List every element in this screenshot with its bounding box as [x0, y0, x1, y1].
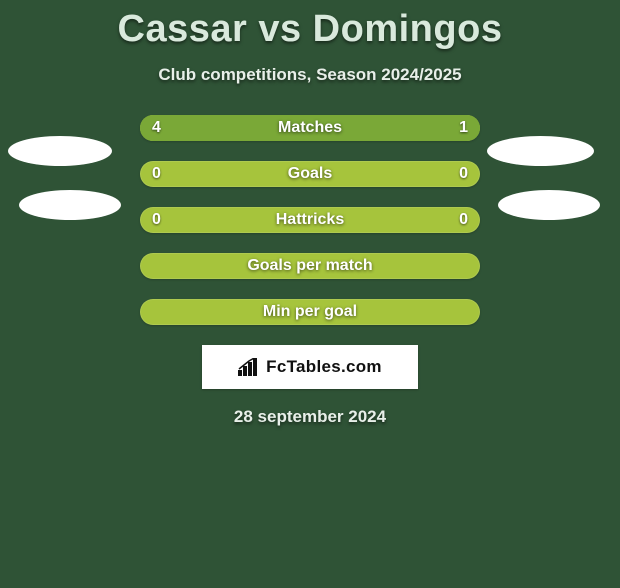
stat-label: Goals	[140, 161, 480, 187]
comparison-chart: 41Matches 00Goals 00Hattricks Goals per mat…	[0, 115, 620, 427]
stat-label: Min per goal	[140, 299, 480, 325]
avatar-placeholder-left-1	[8, 136, 112, 166]
bar-chart-icon	[238, 358, 260, 376]
source-badge-text: FcTables.com	[266, 357, 382, 377]
source-badge: FcTables.com	[202, 345, 418, 389]
stat-label: Goals per match	[140, 253, 480, 279]
stat-row: 00Hattricks	[140, 207, 480, 233]
avatar-placeholder-right-2	[498, 190, 600, 220]
date-text: 28 september 2024	[0, 407, 620, 427]
stat-row: 41Matches	[140, 115, 480, 141]
stat-row: Min per goal	[140, 299, 480, 325]
avatar-placeholder-right-1	[487, 136, 594, 166]
stat-label: Matches	[140, 115, 480, 141]
stat-row: 00Goals	[140, 161, 480, 187]
avatar-placeholder-left-2	[19, 190, 121, 220]
subtitle: Club competitions, Season 2024/2025	[0, 65, 620, 85]
stat-label: Hattricks	[140, 207, 480, 233]
stat-row: Goals per match	[140, 253, 480, 279]
page-title: Cassar vs Domingos	[0, 8, 620, 51]
